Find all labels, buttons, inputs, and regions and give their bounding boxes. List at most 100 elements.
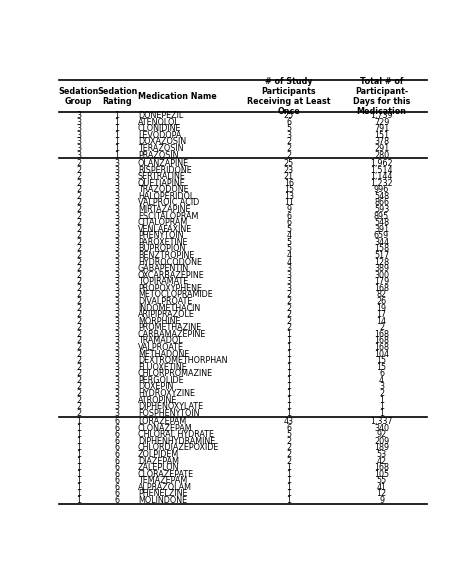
Text: 378: 378 — [374, 137, 389, 147]
Text: 1: 1 — [115, 151, 119, 160]
Text: ALPRAZOLAM: ALPRAZOLAM — [138, 483, 192, 492]
Text: 1: 1 — [76, 470, 81, 479]
Text: 3: 3 — [115, 218, 119, 227]
Text: 15: 15 — [284, 185, 294, 194]
Text: 41: 41 — [377, 483, 387, 492]
Text: 2: 2 — [76, 251, 81, 260]
Text: DIPHENHYDRAMINE: DIPHENHYDRAMINE — [138, 437, 215, 446]
Text: 3: 3 — [76, 111, 81, 120]
Text: 2: 2 — [379, 389, 384, 398]
Text: 179: 179 — [374, 278, 389, 286]
Text: 1: 1 — [76, 430, 81, 439]
Text: BENZTROPINE: BENZTROPINE — [138, 251, 194, 260]
Text: 2: 2 — [286, 317, 292, 326]
Text: 2: 2 — [76, 369, 81, 379]
Text: 168: 168 — [374, 463, 389, 472]
Text: 3: 3 — [115, 356, 119, 365]
Text: 6: 6 — [286, 118, 292, 127]
Text: 1: 1 — [286, 463, 292, 472]
Text: 42: 42 — [376, 456, 387, 466]
Text: 996: 996 — [374, 185, 389, 194]
Text: 2: 2 — [76, 389, 81, 398]
Text: 291: 291 — [374, 144, 389, 153]
Text: 6: 6 — [115, 417, 119, 426]
Text: 3: 3 — [115, 350, 119, 359]
Text: 2: 2 — [76, 271, 81, 280]
Text: 25: 25 — [284, 111, 294, 120]
Text: 2: 2 — [76, 238, 81, 247]
Text: PRAZOSIN: PRAZOSIN — [138, 151, 178, 160]
Text: 2: 2 — [286, 456, 292, 466]
Text: 43: 43 — [284, 417, 294, 426]
Text: 3: 3 — [115, 159, 119, 168]
Text: 3: 3 — [115, 389, 119, 398]
Text: 1: 1 — [76, 417, 81, 426]
Text: CLORAZEPATE: CLORAZEPATE — [138, 470, 194, 479]
Text: 1: 1 — [286, 409, 292, 418]
Text: 389: 389 — [374, 264, 389, 273]
Text: 2: 2 — [286, 290, 292, 299]
Text: FOSPHENYTOIN: FOSPHENYTOIN — [138, 409, 200, 418]
Text: 3: 3 — [115, 317, 119, 326]
Text: 2: 2 — [76, 205, 81, 214]
Text: 3: 3 — [115, 409, 119, 418]
Text: 1: 1 — [286, 376, 292, 385]
Text: 2: 2 — [286, 137, 292, 147]
Text: 2: 2 — [76, 376, 81, 385]
Text: 2: 2 — [76, 323, 81, 332]
Text: QUETIAPINE: QUETIAPINE — [138, 179, 186, 188]
Text: 1: 1 — [286, 356, 292, 365]
Text: LORAZEPAM: LORAZEPAM — [138, 417, 186, 426]
Text: 151: 151 — [374, 131, 389, 140]
Text: 3: 3 — [115, 185, 119, 194]
Text: 17: 17 — [376, 310, 387, 319]
Text: 1: 1 — [286, 369, 292, 379]
Text: 2: 2 — [76, 284, 81, 293]
Text: 15: 15 — [376, 363, 387, 372]
Text: FLUOXETINE: FLUOXETINE — [138, 363, 187, 372]
Text: VALPROATE: VALPROATE — [138, 343, 184, 352]
Text: 3: 3 — [115, 231, 119, 240]
Text: 340: 340 — [374, 424, 389, 433]
Text: 6: 6 — [115, 483, 119, 492]
Text: 2: 2 — [76, 317, 81, 326]
Text: 344: 344 — [374, 238, 389, 247]
Text: 2: 2 — [286, 437, 292, 446]
Text: 6: 6 — [379, 369, 384, 379]
Text: 1: 1 — [286, 396, 292, 404]
Text: # of Study
Participants
Receiving at Least
Once: # of Study Participants Receiving at Lea… — [247, 77, 330, 116]
Text: 2: 2 — [76, 185, 81, 194]
Text: 3: 3 — [379, 383, 384, 392]
Text: Total # of
Participant-
Days for this
Medication: Total # of Participant- Days for this Me… — [353, 77, 410, 116]
Text: 3: 3 — [115, 323, 119, 332]
Text: MORPHINE: MORPHINE — [138, 317, 181, 326]
Text: 2: 2 — [76, 179, 81, 188]
Text: 14: 14 — [377, 317, 387, 326]
Text: 19: 19 — [376, 304, 387, 313]
Text: 2: 2 — [76, 231, 81, 240]
Text: 1: 1 — [115, 144, 119, 153]
Text: 2: 2 — [76, 356, 81, 365]
Text: 5: 5 — [286, 224, 292, 234]
Text: 12: 12 — [376, 489, 387, 499]
Text: TRAMADOL: TRAMADOL — [138, 336, 182, 346]
Text: 3: 3 — [115, 245, 119, 253]
Text: 6: 6 — [286, 424, 292, 433]
Text: 548: 548 — [374, 192, 389, 201]
Text: 23: 23 — [284, 166, 294, 174]
Text: 168: 168 — [374, 284, 389, 293]
Text: 280: 280 — [374, 151, 389, 160]
Text: 3: 3 — [76, 137, 81, 147]
Text: 4: 4 — [286, 231, 292, 240]
Text: METHADONE: METHADONE — [138, 350, 189, 359]
Text: TERAZOSIN: TERAZOSIN — [138, 144, 183, 153]
Text: VENLAFAXINE: VENLAFAXINE — [138, 224, 192, 234]
Text: 2: 2 — [286, 304, 292, 313]
Text: 2: 2 — [76, 166, 81, 174]
Text: RISPERIDONE: RISPERIDONE — [138, 166, 191, 174]
Text: 866: 866 — [374, 198, 389, 207]
Text: 1: 1 — [76, 450, 81, 459]
Text: 16: 16 — [284, 179, 294, 188]
Text: 1: 1 — [286, 489, 292, 499]
Text: 3: 3 — [286, 131, 292, 140]
